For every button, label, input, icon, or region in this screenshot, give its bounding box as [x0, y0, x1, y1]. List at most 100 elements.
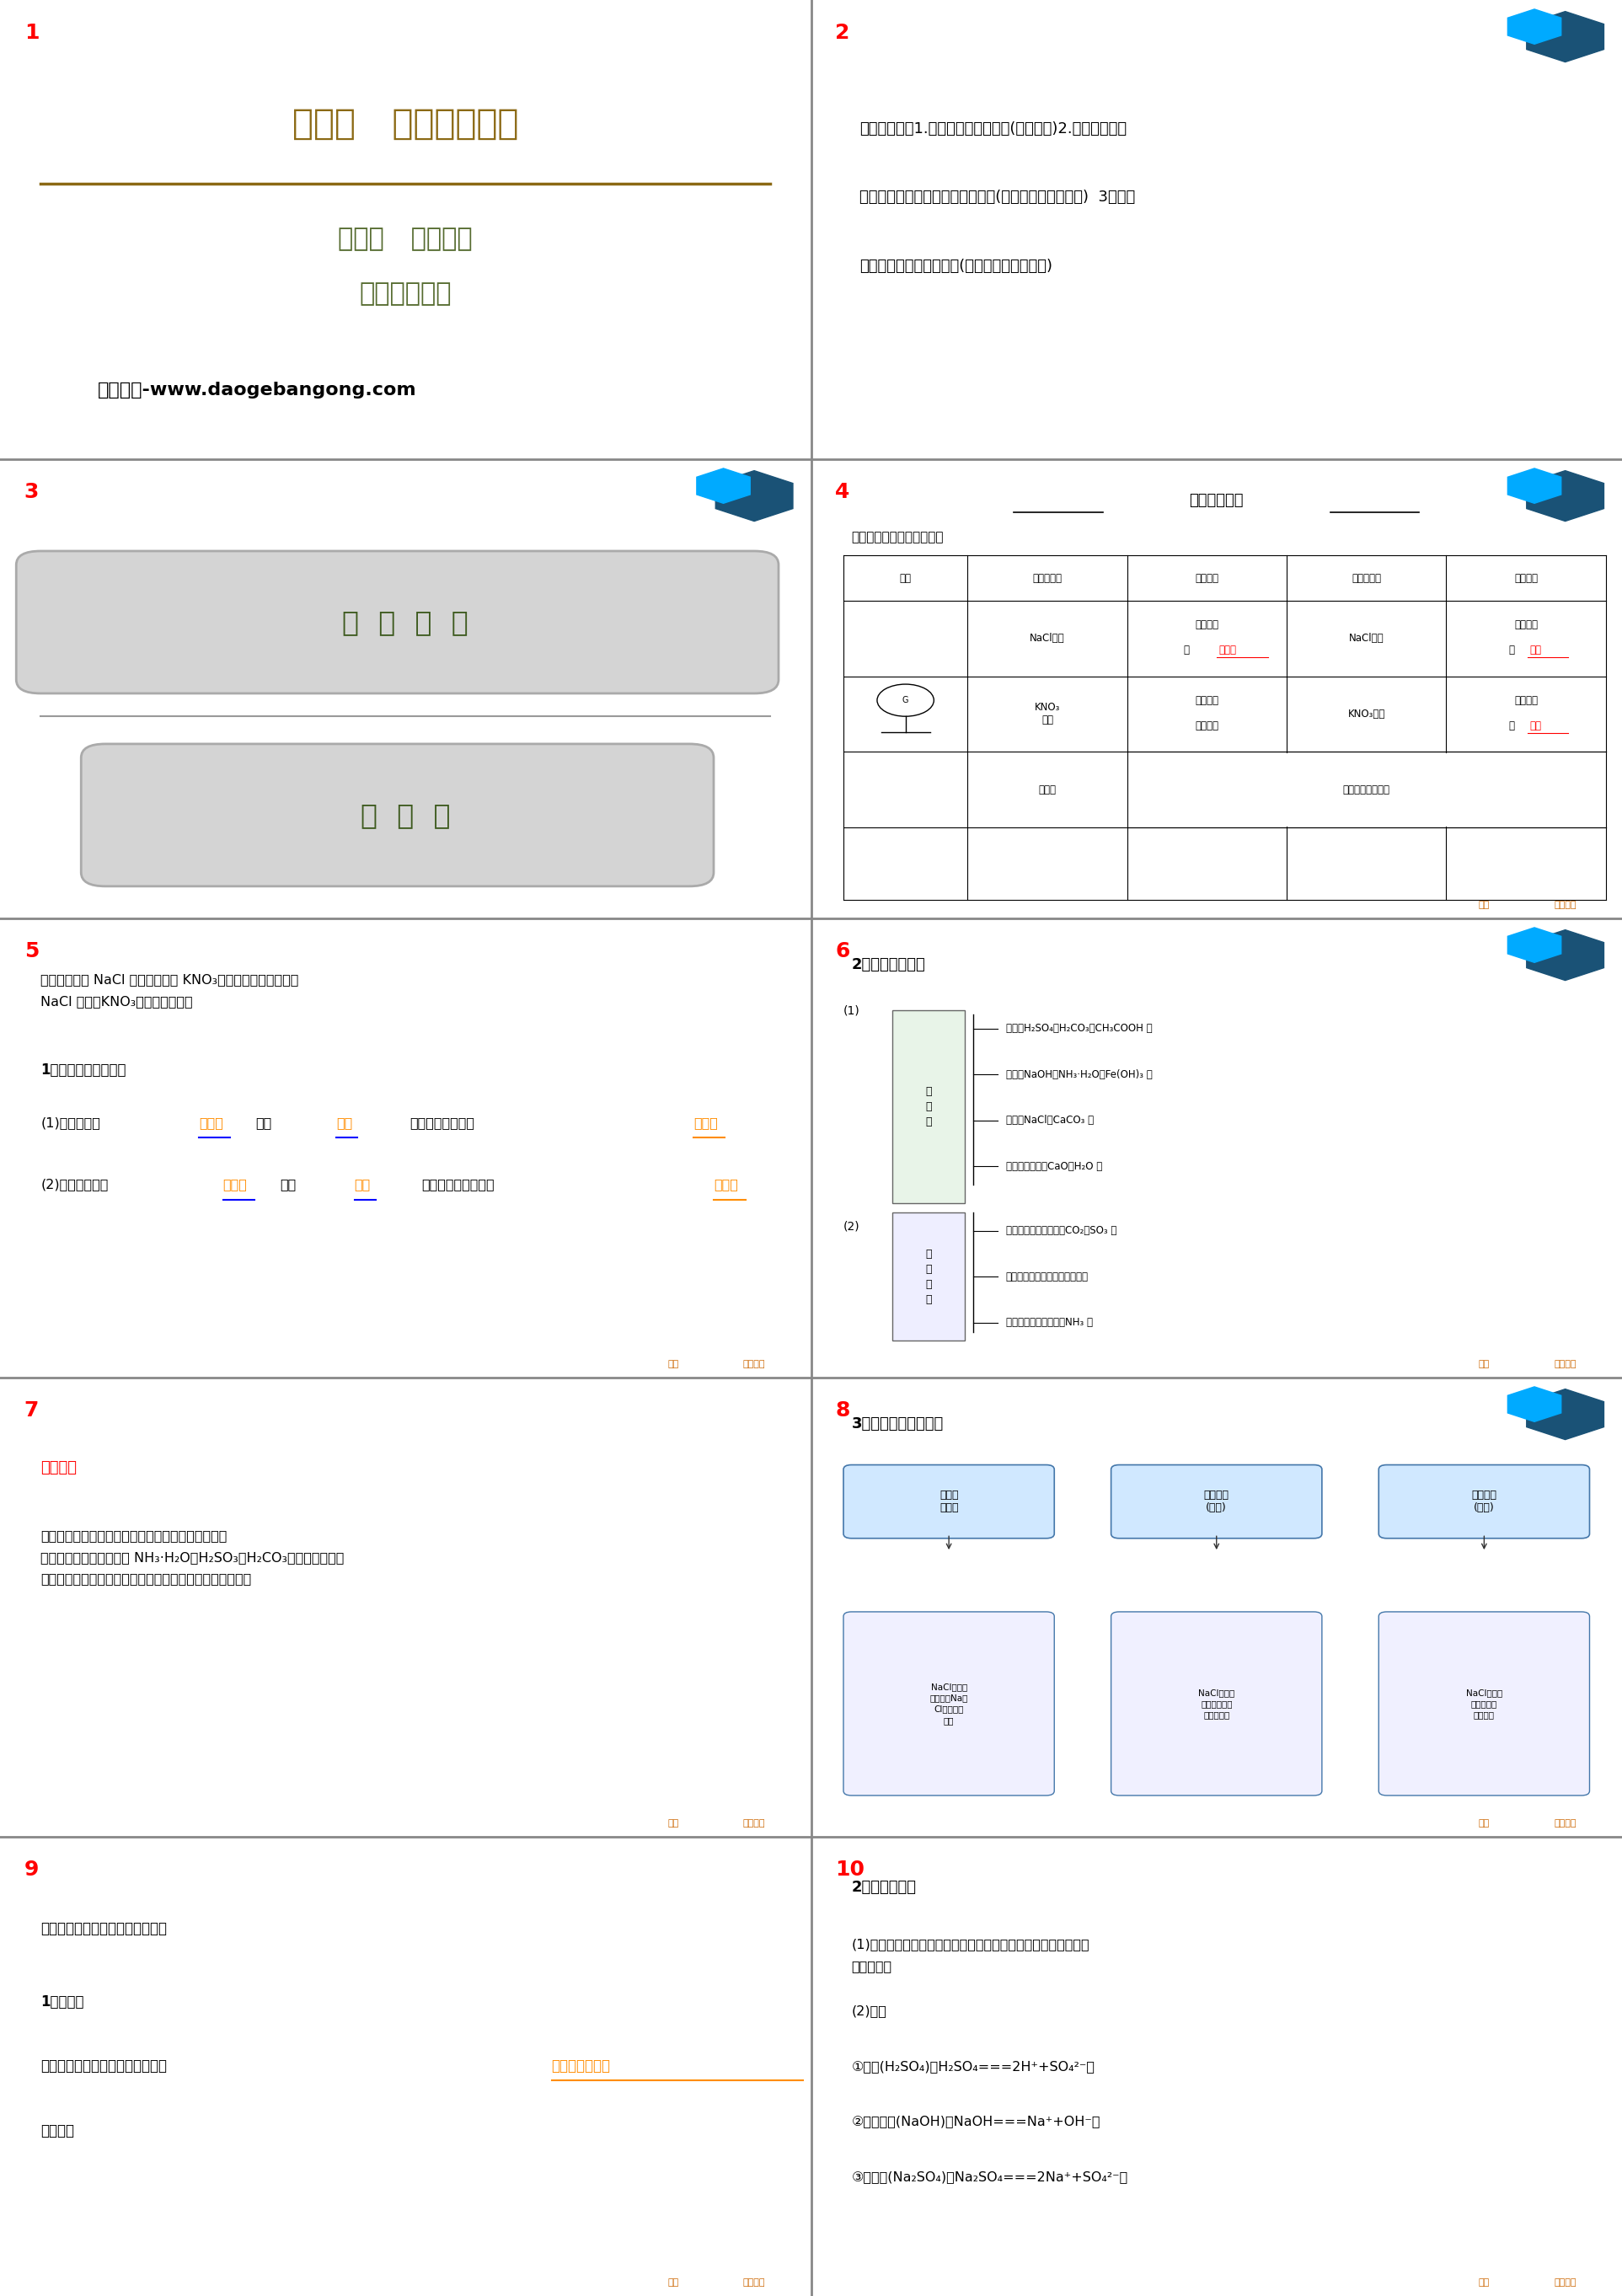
Text: 8: 8	[835, 1401, 850, 1421]
Text: 1．电离：: 1．电离：	[41, 1995, 84, 2009]
Text: 机巧导航: 机巧导航	[1554, 1818, 1577, 1828]
Text: 1: 1	[24, 23, 39, 44]
Text: KNO₃
固体: KNO₃ 固体	[1035, 703, 1061, 726]
Text: 电
解
质: 电 解 质	[926, 1086, 931, 1127]
Text: 碱，如NaOH、NH₃·H₂O、Fe(OH)₃ 等: 碱，如NaOH、NH₃·H₂O、Fe(OH)₃ 等	[1006, 1070, 1152, 1079]
Text: 目标与素养：1.了解电解质的概念。(宏观辨识)2.了解酸、碱、: 目标与素养：1.了解电解质的概念。(宏观辨识)2.了解酸、碱、	[860, 122, 1127, 135]
Text: 机巧导航: 机巧导航	[1554, 2278, 1577, 2287]
Text: 非
电
解
质: 非 电 解 质	[926, 1249, 931, 1304]
Text: 答案: 答案	[668, 1818, 678, 1828]
Text: 答案: 答案	[1479, 2278, 1489, 2287]
Text: 不偏转: 不偏转	[1220, 645, 1236, 654]
Text: 实验现象: 实验现象	[1515, 572, 1538, 583]
Text: 里和: 里和	[279, 1178, 295, 1192]
Text: 烧杯中药品: 烧杯中药品	[1351, 572, 1382, 583]
Text: NaCl固体: NaCl固体	[1030, 634, 1066, 643]
Text: 大部分有机物，如蔗糖、酒精等: 大部分有机物，如蔗糖、酒精等	[1006, 1272, 1088, 1281]
Text: 机巧导航: 机巧导航	[743, 1359, 766, 1368]
Text: 氨气、二氧化硫、二氧化碳的水溶液能导电，是因为
它们与水反应生成电解质 NH₃·H₂O、H₂SO₃、H₂CO₃，而氨气、二氧
化硫、二氧化碳都是非电解质。氨水是: 氨气、二氧化硫、二氧化碳的水溶液能导电，是因为 它们与水反应生成电解质 NH₃·…	[41, 1529, 344, 1584]
Text: 水溶液: 水溶液	[224, 1178, 247, 1192]
Bar	[892, 1212, 965, 1341]
Text: 针: 针	[1508, 721, 1515, 730]
FancyBboxPatch shape	[1379, 1465, 1590, 1538]
Text: KNO₃溶液: KNO₃溶液	[1348, 709, 1385, 719]
Text: 溶液状态
(导电): 溶液状态 (导电)	[1471, 1490, 1497, 1513]
Text: 电流表指: 电流表指	[1515, 696, 1538, 705]
Text: 的过程。: 的过程。	[41, 2124, 75, 2138]
Text: 第二节   离子反应: 第二节 离子反应	[339, 227, 472, 250]
Text: 自由移动的离子: 自由移动的离子	[551, 2060, 610, 2073]
Text: 里或: 里或	[256, 1116, 272, 1130]
Text: 针: 针	[1184, 645, 1189, 654]
Text: 烧杯中药品: 烧杯中药品	[1033, 572, 1062, 583]
Text: 3: 3	[24, 482, 39, 503]
Text: 第一章   物质及其变化: 第一章 物质及其变化	[292, 106, 519, 142]
Text: 6: 6	[835, 941, 850, 962]
Text: 熔融: 熔融	[337, 1116, 354, 1130]
Bar	[892, 1010, 965, 1203]
Text: 酸，如H₂SO₄、H₂CO₃、CH₃COOH 等: 酸，如H₂SO₄、H₂CO₃、CH₃COOH 等	[1006, 1024, 1152, 1033]
FancyBboxPatch shape	[16, 551, 779, 693]
Text: ①硫酸(H₂SO₄)：H₂SO₄===2H⁺+SO₄²⁻。: ①硫酸(H₂SO₄)：H₂SO₄===2H⁺+SO₄²⁻。	[852, 2060, 1095, 2073]
Text: 4: 4	[835, 482, 850, 503]
FancyBboxPatch shape	[843, 1612, 1054, 1795]
Text: 状态下均不能导电的: 状态下均不能导电的	[422, 1178, 495, 1192]
Text: 答案: 答案	[668, 1359, 678, 1368]
Text: 2．常见物质类别: 2．常见物质类别	[852, 957, 926, 971]
Text: 答案: 答案	[1479, 1818, 1489, 1828]
Text: 实验现象: 实验现象	[1195, 572, 1218, 583]
Text: 针: 针	[1508, 645, 1515, 654]
Text: 自  主  预  习: 自 主 预 习	[342, 608, 469, 636]
Text: 3．电解质导电的原因: 3．电解质导电的原因	[852, 1417, 944, 1430]
FancyBboxPatch shape	[81, 744, 714, 886]
Text: 盐，如NaCl、CaCO₃ 等: 盐，如NaCl、CaCO₃ 等	[1006, 1116, 1093, 1125]
Text: NaCl溶液: NaCl溶液	[1350, 634, 1384, 643]
Text: 2．电离方程式: 2．电离方程式	[852, 1880, 916, 1894]
FancyBboxPatch shape	[1379, 1612, 1590, 1795]
Text: 机巧导航: 机巧导航	[1554, 900, 1577, 909]
Text: 道格办公-www.daogebangong.com: 道格办公-www.daogebangong.com	[97, 381, 417, 400]
Text: ③硫酸钠(Na₂SO₄)：Na₂SO₄===2Na⁺+SO₄²⁻。: ③硫酸钠(Na₂SO₄)：Na₂SO₄===2Na⁺+SO₄²⁻。	[852, 2170, 1129, 2183]
Text: 机巧导航: 机巧导航	[743, 2278, 766, 2287]
Text: NaCl溶液，
离子自由移
动，导电: NaCl溶液， 离子自由移 动，导电	[1466, 1688, 1502, 1720]
Text: 结论：干燥的 NaCl 固体、干燥的 KNO₃固体、蒸馏水不导电；
NaCl 溶液、KNO₃溶液能够导电。: 结论：干燥的 NaCl 固体、干燥的 KNO₃固体、蒸馏水不导电； NaCl 溶…	[41, 974, 298, 1008]
Text: 水溶液: 水溶液	[198, 1116, 224, 1130]
Text: 答案: 答案	[1479, 1359, 1489, 1368]
Text: NaCl固体加
入水中，Na、
Cl离子自由
移动: NaCl固体加 入水中，Na、 Cl离子自由 移动	[929, 1683, 968, 1724]
Text: (2)非电解质：在: (2)非电解质：在	[41, 1178, 109, 1192]
Text: G: G	[902, 696, 908, 705]
Text: 针不偏转: 针不偏转	[1195, 721, 1218, 730]
Text: 微点拨：: 微点拨：	[41, 1460, 76, 1476]
FancyBboxPatch shape	[843, 1465, 1054, 1538]
Text: 1．电解质和非电解质: 1．电解质和非电解质	[41, 1063, 127, 1077]
Text: 多数非金属氧化物，如CO₂、SO₃ 等: 多数非金属氧化物，如CO₂、SO₃ 等	[1006, 1226, 1116, 1235]
Text: 偏转: 偏转	[1530, 721, 1543, 730]
Text: (2): (2)	[843, 1219, 860, 1233]
Text: 9: 9	[24, 1860, 39, 1880]
Text: 10: 10	[835, 1860, 865, 1880]
Text: 固态物
质导电: 固态物 质导电	[939, 1490, 959, 1513]
Text: 电解质的电离: 电解质的电离	[360, 282, 451, 305]
Text: 电流表指: 电流表指	[1195, 620, 1218, 629]
Text: 熔融: 熔融	[354, 1178, 370, 1192]
Text: 电流表指: 电流表指	[1515, 620, 1538, 629]
Text: 2: 2	[835, 23, 850, 44]
Text: (2)举例: (2)举例	[852, 2004, 887, 2018]
Text: 电流表指: 电流表指	[1195, 696, 1218, 705]
Text: 部分非金属化合物，如NH₃ 等: 部分非金属化合物，如NH₃ 等	[1006, 1318, 1093, 1327]
Text: 机巧导航: 机巧导航	[1554, 1359, 1577, 1368]
Text: 答案: 答案	[1479, 900, 1489, 909]
Text: 状态下能够导电的: 状态下能够导电的	[409, 1116, 474, 1130]
Text: 写电解质的电离方程式。(宏观辨识与微观探析): 写电解质的电离方程式。(宏观辨识与微观探析)	[860, 259, 1053, 273]
Text: 探  新  知: 探 新 知	[360, 801, 451, 829]
Text: (1)定义：电离方程式是用化学式和离子符号来表示电解质电离过
程的式子。: (1)定义：电离方程式是用化学式和离子符号来表示电解质电离过 程的式子。	[852, 1938, 1090, 1972]
Text: 二、酸、碱、盐在水溶液中的电离: 二、酸、碱、盐在水溶液中的电离	[41, 1922, 167, 1936]
Bar	[1129, 753, 1604, 827]
Text: 机巧导航: 机巧导航	[743, 1818, 766, 1828]
Text: 一、实验探究物质的导电性: 一、实验探究物质的导电性	[852, 530, 944, 544]
Text: 偏转: 偏转	[1530, 645, 1543, 654]
Text: (1): (1)	[843, 1003, 860, 1017]
Text: ②氢氧化钠(NaOH)：NaOH===Na⁺+OH⁻。: ②氢氧化钠(NaOH)：NaOH===Na⁺+OH⁻。	[852, 2115, 1101, 2128]
Text: 装置: 装置	[900, 572, 912, 583]
Text: 电解质溶于水或受热熔化时，形成: 电解质溶于水或受热熔化时，形成	[41, 2060, 167, 2073]
